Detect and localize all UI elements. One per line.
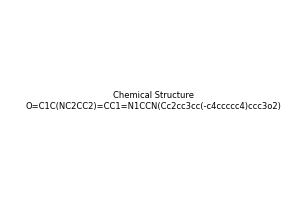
Text: Chemical Structure
O=C1C(NC2CC2)=CC1=N1CCN(Cc2cc3cc(-c4ccccc4)ccc3o2): Chemical Structure O=C1C(NC2CC2)=CC1=N1C…	[26, 91, 282, 111]
